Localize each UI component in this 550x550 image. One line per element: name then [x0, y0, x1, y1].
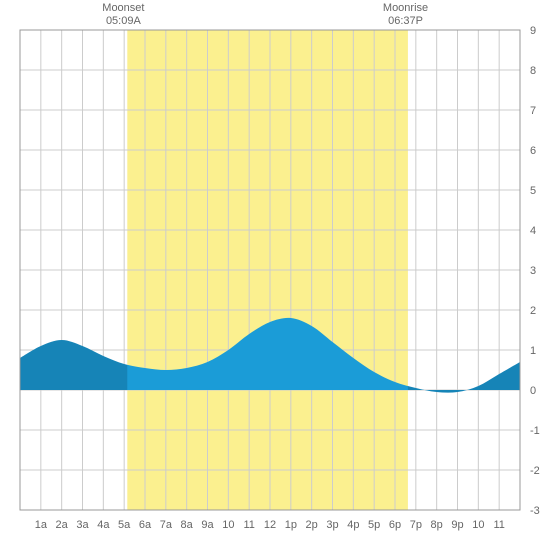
- x-tick-label: 8a: [181, 519, 194, 531]
- x-tick-label: 9a: [201, 519, 214, 531]
- y-tick-label: 4: [530, 225, 536, 237]
- x-tick-label: 3p: [326, 519, 338, 531]
- y-tick-label: 5: [530, 185, 536, 197]
- y-tick-label: 1: [530, 345, 536, 357]
- y-tick-label: -3: [530, 505, 540, 517]
- moonrise-time: 06:37P: [388, 15, 423, 27]
- x-tick-label: 4a: [97, 519, 110, 531]
- x-tick-label: 5a: [118, 519, 131, 531]
- y-tick-label: 2: [530, 305, 536, 317]
- moonrise-title: Moonrise: [383, 2, 428, 14]
- y-tick-label: 6: [530, 145, 536, 157]
- moonset-time: 05:09A: [106, 15, 141, 27]
- y-tick-label: -2: [530, 465, 540, 477]
- x-tick-label: 4p: [347, 519, 359, 531]
- x-tick-label: 2a: [56, 519, 69, 531]
- x-tick-label: 6a: [139, 519, 152, 531]
- x-tick-label: 11: [493, 519, 504, 531]
- x-tick-label: 1p: [285, 519, 297, 531]
- x-tick-label: 2p: [306, 519, 318, 531]
- y-tick-label: 8: [530, 65, 536, 77]
- moonset-label: Moonset 05:09A: [102, 2, 144, 28]
- x-tick-label: 10: [472, 519, 484, 531]
- x-tick-label: 12: [264, 519, 276, 531]
- y-tick-label: 3: [530, 265, 536, 277]
- moonset-title: Moonset: [102, 2, 144, 14]
- y-tick-label: 9: [530, 25, 536, 37]
- x-tick-label: 6p: [389, 519, 401, 531]
- x-tick-label: 3a: [76, 519, 89, 531]
- x-tick-label: 11: [243, 519, 254, 531]
- x-tick-label: 10: [222, 519, 234, 531]
- x-tick-label: 7a: [160, 519, 173, 531]
- tide-chart: Moonset 05:09A Moonrise 06:37P 1a2a3a4a5…: [0, 0, 550, 550]
- x-tick-label: 7p: [410, 519, 422, 531]
- x-tick-label: 5p: [368, 519, 380, 531]
- x-tick-label: 1a: [35, 519, 48, 531]
- moonrise-label: Moonrise 06:37P: [383, 2, 428, 28]
- x-tick-label: 8p: [431, 519, 443, 531]
- y-tick-label: -1: [530, 425, 540, 437]
- chart-svg: 1a2a3a4a5a6a7a8a9a1011121p2p3p4p5p6p7p8p…: [0, 0, 550, 550]
- x-tick-label: 9p: [451, 519, 463, 531]
- y-tick-label: 0: [530, 385, 536, 397]
- y-tick-label: 7: [530, 105, 536, 117]
